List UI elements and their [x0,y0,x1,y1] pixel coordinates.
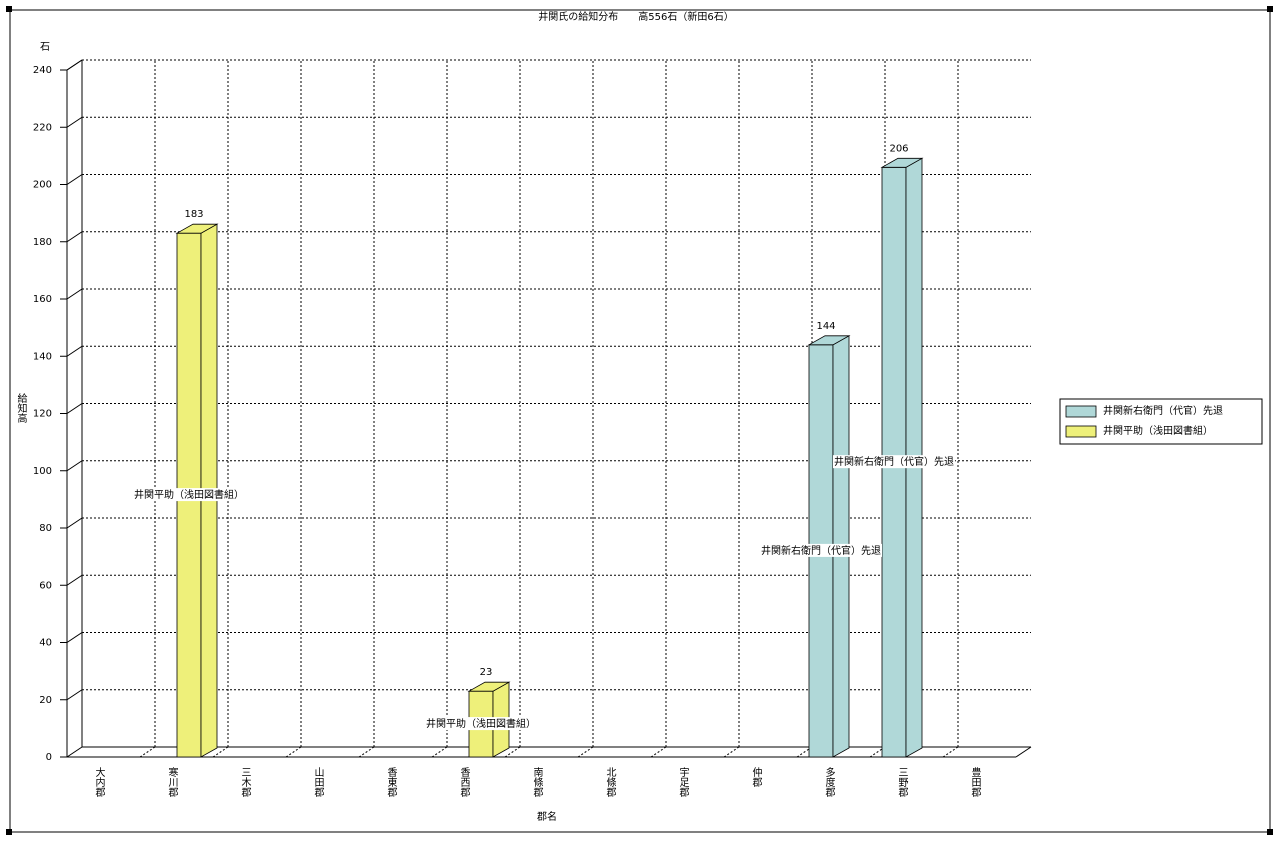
y-tick [66,574,83,586]
y-unit: 石 [40,42,50,53]
y-tick [66,632,83,643]
y-tick [66,59,83,71]
bar-top [175,223,219,234]
data-label: 183 [184,209,203,220]
y-tick-label: 120 [33,409,52,420]
bar-top [807,335,851,346]
x-tick-label: 仲郡 [750,766,762,788]
data-label: 206 [889,143,908,154]
x-tick [650,746,667,758]
y-tick-label: 180 [33,237,52,248]
y-tick-label: 240 [33,65,52,76]
handle [1267,829,1273,835]
series-annotation: 井関新右衛門（代官）先退 [834,455,954,468]
legend-label: 井関平助（浅田図書組） [1103,424,1213,437]
annotation-bg [833,455,955,469]
x-tick-label: 豊田郡 [969,766,981,798]
x-tick [869,746,886,758]
y-tick-label: 20 [39,695,52,706]
y-tick-label: 60 [39,580,52,591]
series-annotation: 井関平助（浅田図書組） [134,488,244,501]
x-tick-label: 三野郡 [896,767,908,798]
x-tick-label: 三木郡 [239,767,251,798]
x-tick [723,746,740,758]
annotation-bg [133,488,245,502]
handle [6,829,12,835]
y-tick-label: 200 [33,180,52,191]
x-tick-label: 大内郡 [93,766,105,798]
x-tick [285,746,302,758]
x-tick [504,746,521,758]
x-tick-label: 香東郡 [385,767,397,798]
handle [6,6,12,12]
bar-top [880,157,924,168]
y-tick [66,403,83,414]
y-tick [66,174,83,185]
x-tick [577,746,594,758]
x-tick-label: 山田郡 [312,767,324,798]
legend-swatch [1065,425,1097,438]
series-annotation: 井関新右衛門（代官）先退 [761,544,881,557]
x-tick [212,746,229,758]
x-tick-label: 北條郡 [604,767,616,798]
x-tick-label: 南條郡 [531,766,543,798]
x-tick-label: 宇足郡 [677,766,689,798]
legend-swatch [1065,405,1097,418]
x-tick [796,746,813,758]
x-tick-label: 多度郡 [823,766,835,798]
y-tick [66,689,83,701]
y-tick [66,116,83,128]
y-tick-label: 40 [39,638,52,649]
y-tick [66,746,83,758]
y-tick [66,288,83,300]
y-tick [66,345,83,357]
x-tick-label: 寒川郡 [166,766,178,798]
frame [9,9,1271,833]
data-label: 144 [816,321,835,332]
bar-top [467,681,511,692]
chart-title: 井関氏の給知分布 高556石（新田6石） [538,10,733,23]
data-label: 23 [480,667,493,678]
legend-label: 井関新右衛門（代官）先退 [1103,404,1223,417]
y-tick-label: 220 [33,122,52,133]
x-tick [942,746,959,758]
y-tick-label: 80 [39,523,52,534]
y-tick [66,460,83,472]
axis-line [1015,746,1032,758]
x-tick-label: 香西郡 [458,767,470,798]
y-tick [66,231,83,243]
annotation-bg [425,717,537,731]
x-tick [431,746,448,758]
x-axis-label: 郡名 [537,810,557,823]
x-tick [139,746,156,758]
handle [1267,6,1273,12]
annotation-bg [760,543,882,557]
y-tick-label: 100 [33,466,52,477]
y-tick-label: 0 [46,752,52,763]
y-tick-label: 160 [33,294,52,305]
y-tick-label: 140 [33,351,52,362]
y-tick [66,517,83,529]
y-axis-label: 給知高 [15,392,27,424]
series-annotation: 井関平助（浅田図書組） [426,717,536,730]
x-tick [358,746,375,758]
